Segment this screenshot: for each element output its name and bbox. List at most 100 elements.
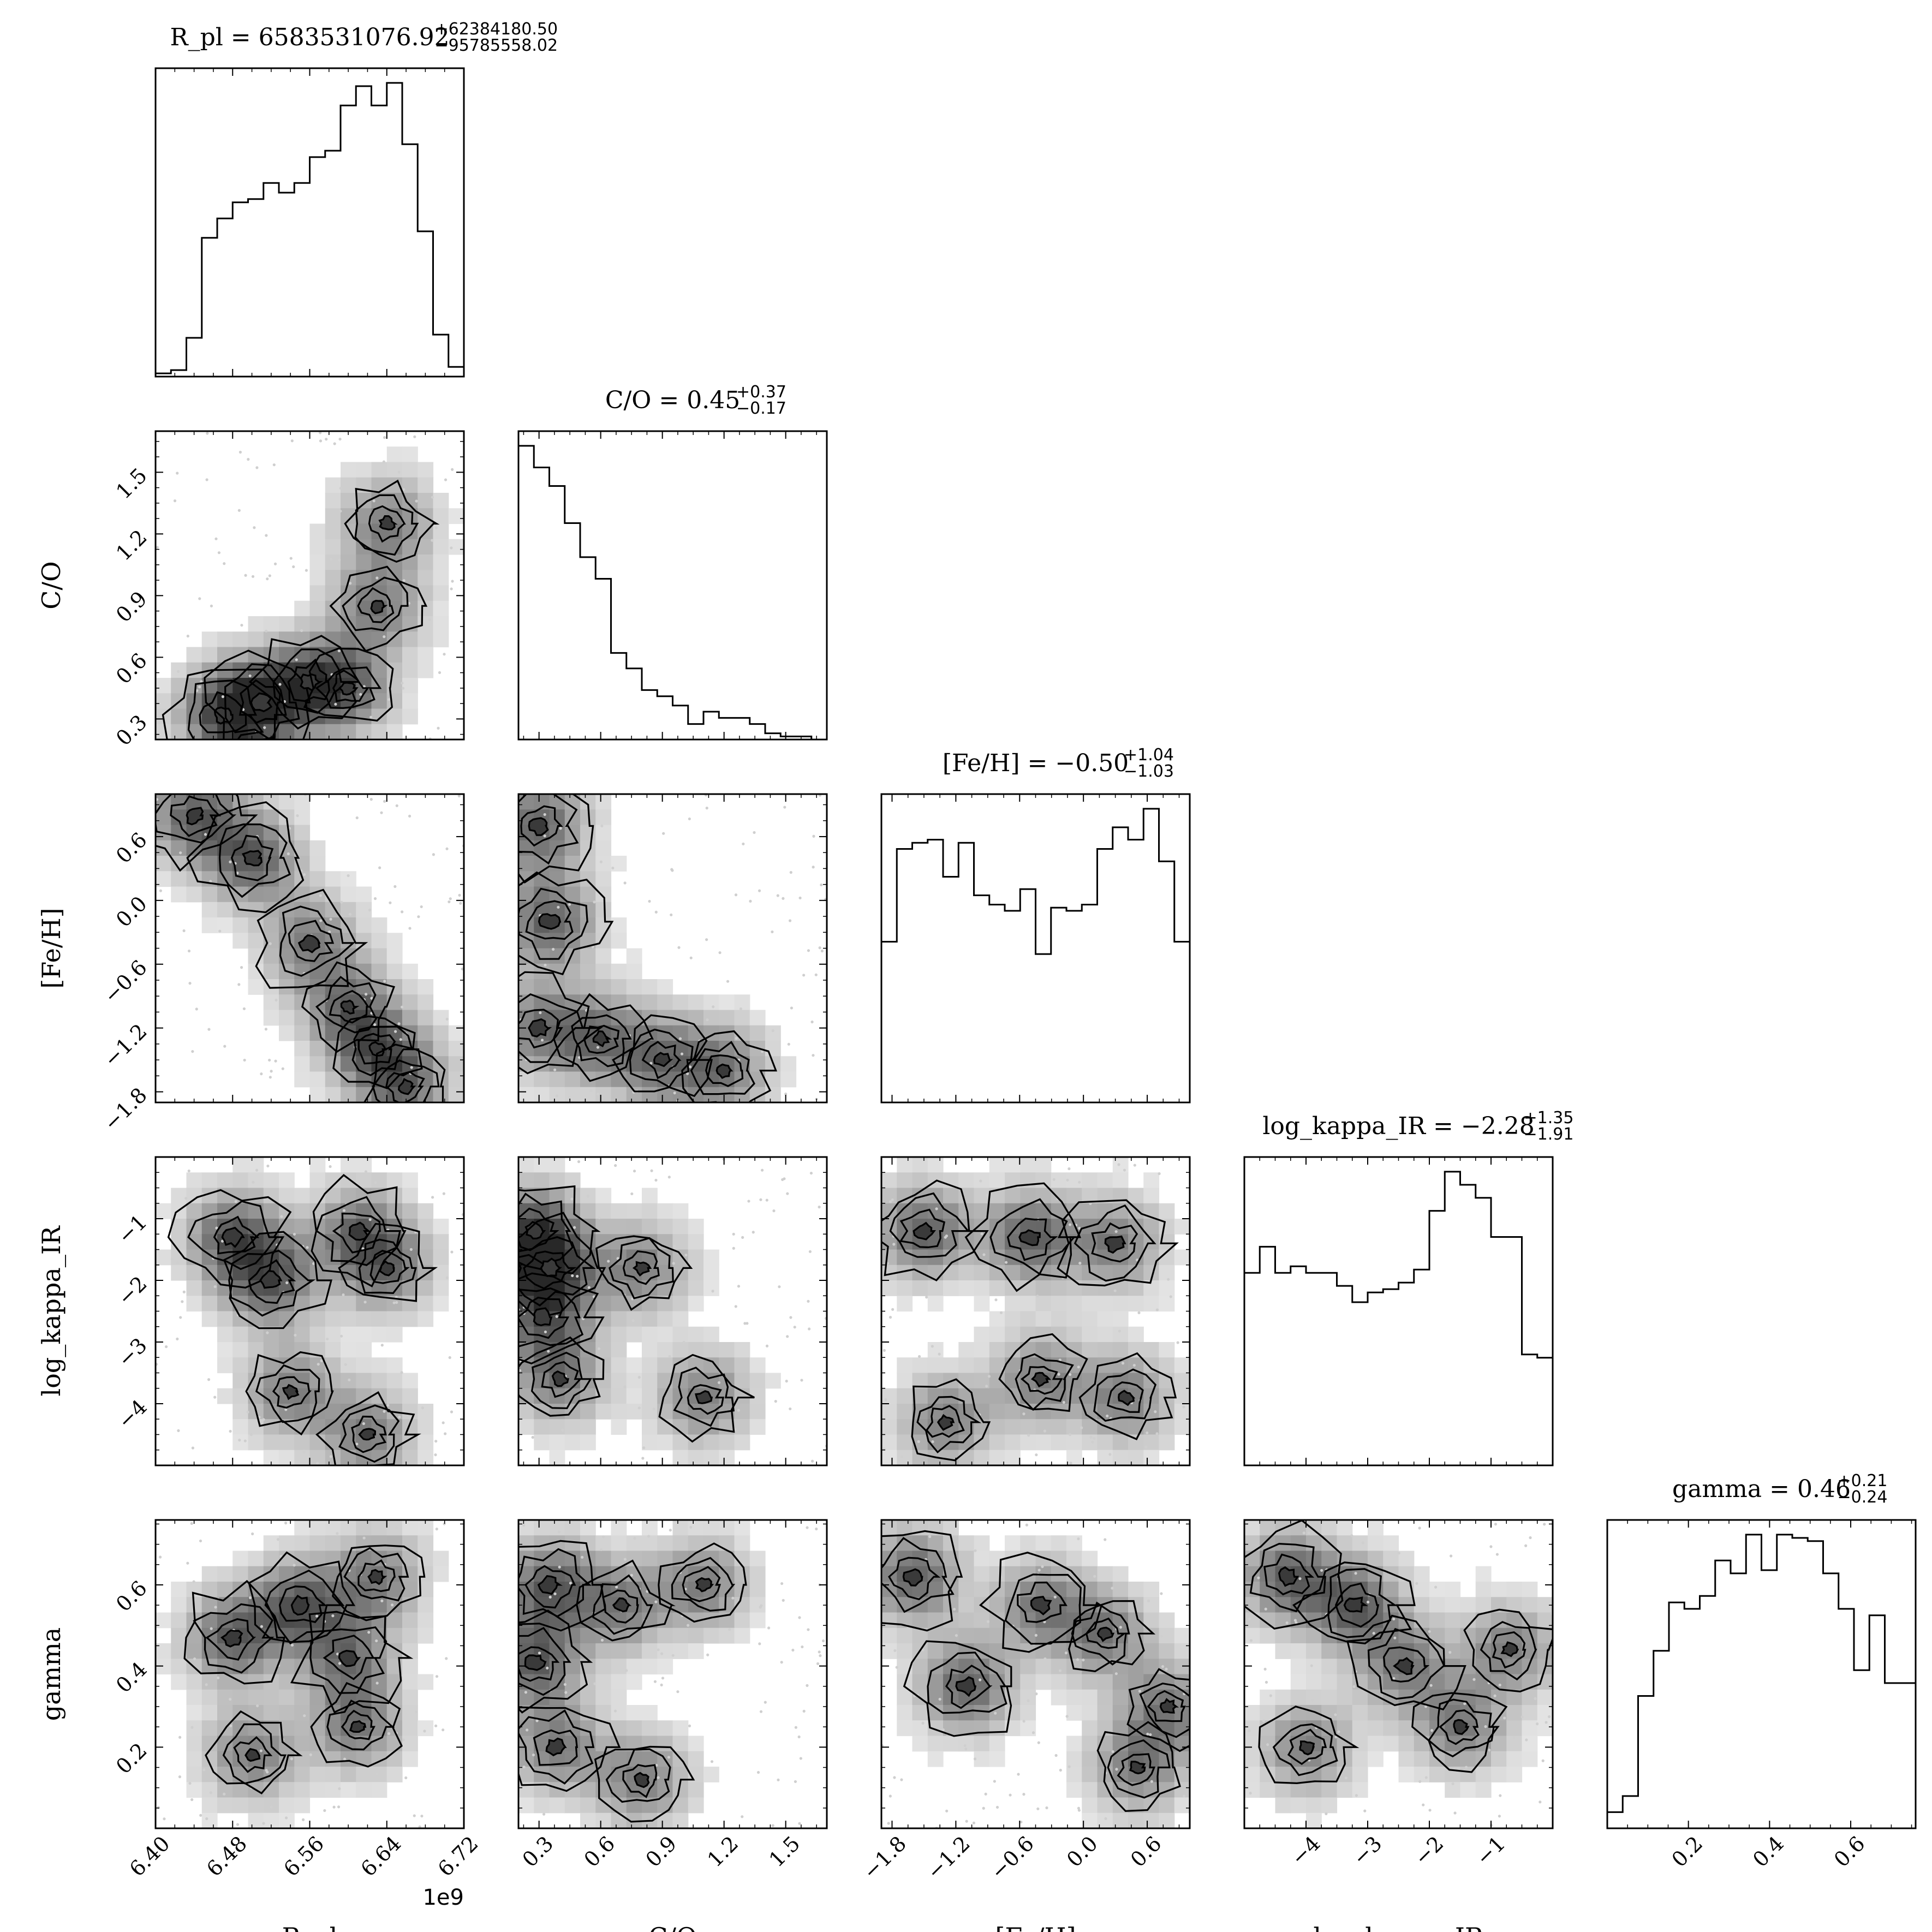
sample-point [253,526,256,529]
density-cell [642,1566,658,1582]
contour-line [357,1559,396,1593]
density-cell [325,1373,341,1389]
density-cell [1020,1674,1036,1690]
hist-panel-r-pl: R_pl = 6583531076.92+62384180.50−9578555… [154,20,558,378]
sample-point [789,870,792,874]
sample-point [1489,1545,1493,1548]
contour-line [1287,1728,1327,1766]
density-cell [171,1582,187,1597]
density-cell [402,1188,418,1204]
sample-point [191,1446,195,1450]
density-cell [974,1357,990,1374]
sample-point [995,1805,999,1809]
density-cell [549,1419,565,1435]
density-cell [186,1265,202,1281]
sample-point [338,1662,342,1665]
sample-point [680,1052,684,1056]
sample-point [650,1169,653,1172]
sample-point [1077,1537,1080,1541]
density-cell [325,554,341,570]
density-cell [294,1767,311,1782]
sample-point [597,1347,601,1350]
sample-point [731,1596,735,1600]
sample-point [553,1592,557,1596]
density-cell [309,1087,326,1102]
density-cell [341,1342,356,1358]
density-cell [263,1582,279,1597]
sample-point [320,1359,323,1362]
density-cell [580,1520,596,1536]
density-cell [386,933,403,949]
density-cell [1260,1705,1276,1721]
density-cell [672,1280,689,1296]
sample-point [641,1457,645,1460]
density-cell [325,1751,341,1767]
density-cell [1128,1296,1144,1312]
sample-point [1113,1289,1117,1292]
density-cell [1383,1551,1399,1567]
density-cell [518,1797,534,1814]
density-cell [279,1659,295,1675]
density-cell [309,840,326,856]
density-cell [1128,1659,1144,1675]
sample-point [798,1822,801,1825]
sample-point [667,1176,671,1179]
sample-point [979,1678,982,1681]
density-cell [734,1419,750,1435]
sample-point [952,1608,956,1611]
density-cell [974,1736,990,1752]
sample-point [581,1555,584,1559]
sample-point [1498,1683,1501,1687]
density-cell [1097,1705,1113,1721]
density-cell [626,1087,642,1102]
density-cell [294,1311,311,1327]
sample-point [1248,1617,1251,1621]
density-cell [912,1720,928,1737]
density-cell [703,1535,719,1552]
sample-point [395,1526,398,1530]
density-cell [386,1520,403,1536]
sample-point [300,629,303,633]
contour-line [715,1063,734,1079]
density-cell [672,1450,689,1465]
density-cell [1275,1705,1291,1721]
density-cell [749,1357,766,1374]
hist-panel-c-o: C/O = 0.45+0.37−0.17 [517,383,828,741]
density-cell [371,1520,387,1536]
sample-point [1059,1768,1062,1772]
density-cell [1112,1326,1129,1343]
sample-point [409,1248,413,1251]
sample-point [207,1378,211,1381]
sample-point [1027,1699,1030,1702]
sample-point [380,811,383,814]
sample-point [210,1627,213,1630]
contour-line [248,1551,356,1643]
sample-point [1249,1792,1252,1795]
density-cell [294,1203,311,1219]
contour-line [358,1238,417,1295]
density-cell [749,1612,766,1629]
sample-point [375,576,379,580]
sample-point [458,893,461,897]
sample-point [251,575,255,578]
density-cell [1506,1767,1523,1782]
density-cell [1128,1812,1144,1828]
contour-line [888,1557,941,1601]
density-cell [263,1404,279,1420]
x-tick-label-r-pl: 6.72 [433,1832,483,1881]
density-cell [549,948,565,964]
density-cell [1112,1172,1129,1189]
density-cell [1066,1767,1082,1782]
sample-point [820,949,824,953]
sample-point [319,439,323,443]
density-cell [279,917,295,933]
density-cell [418,477,434,493]
contour-line [248,635,361,730]
density-cell [580,886,596,903]
sample-point [333,442,336,445]
density-cell [232,1326,249,1343]
sample-point [386,1404,390,1407]
density-cell [642,1311,658,1327]
sample-point [393,885,397,889]
density-cell [549,1434,565,1451]
